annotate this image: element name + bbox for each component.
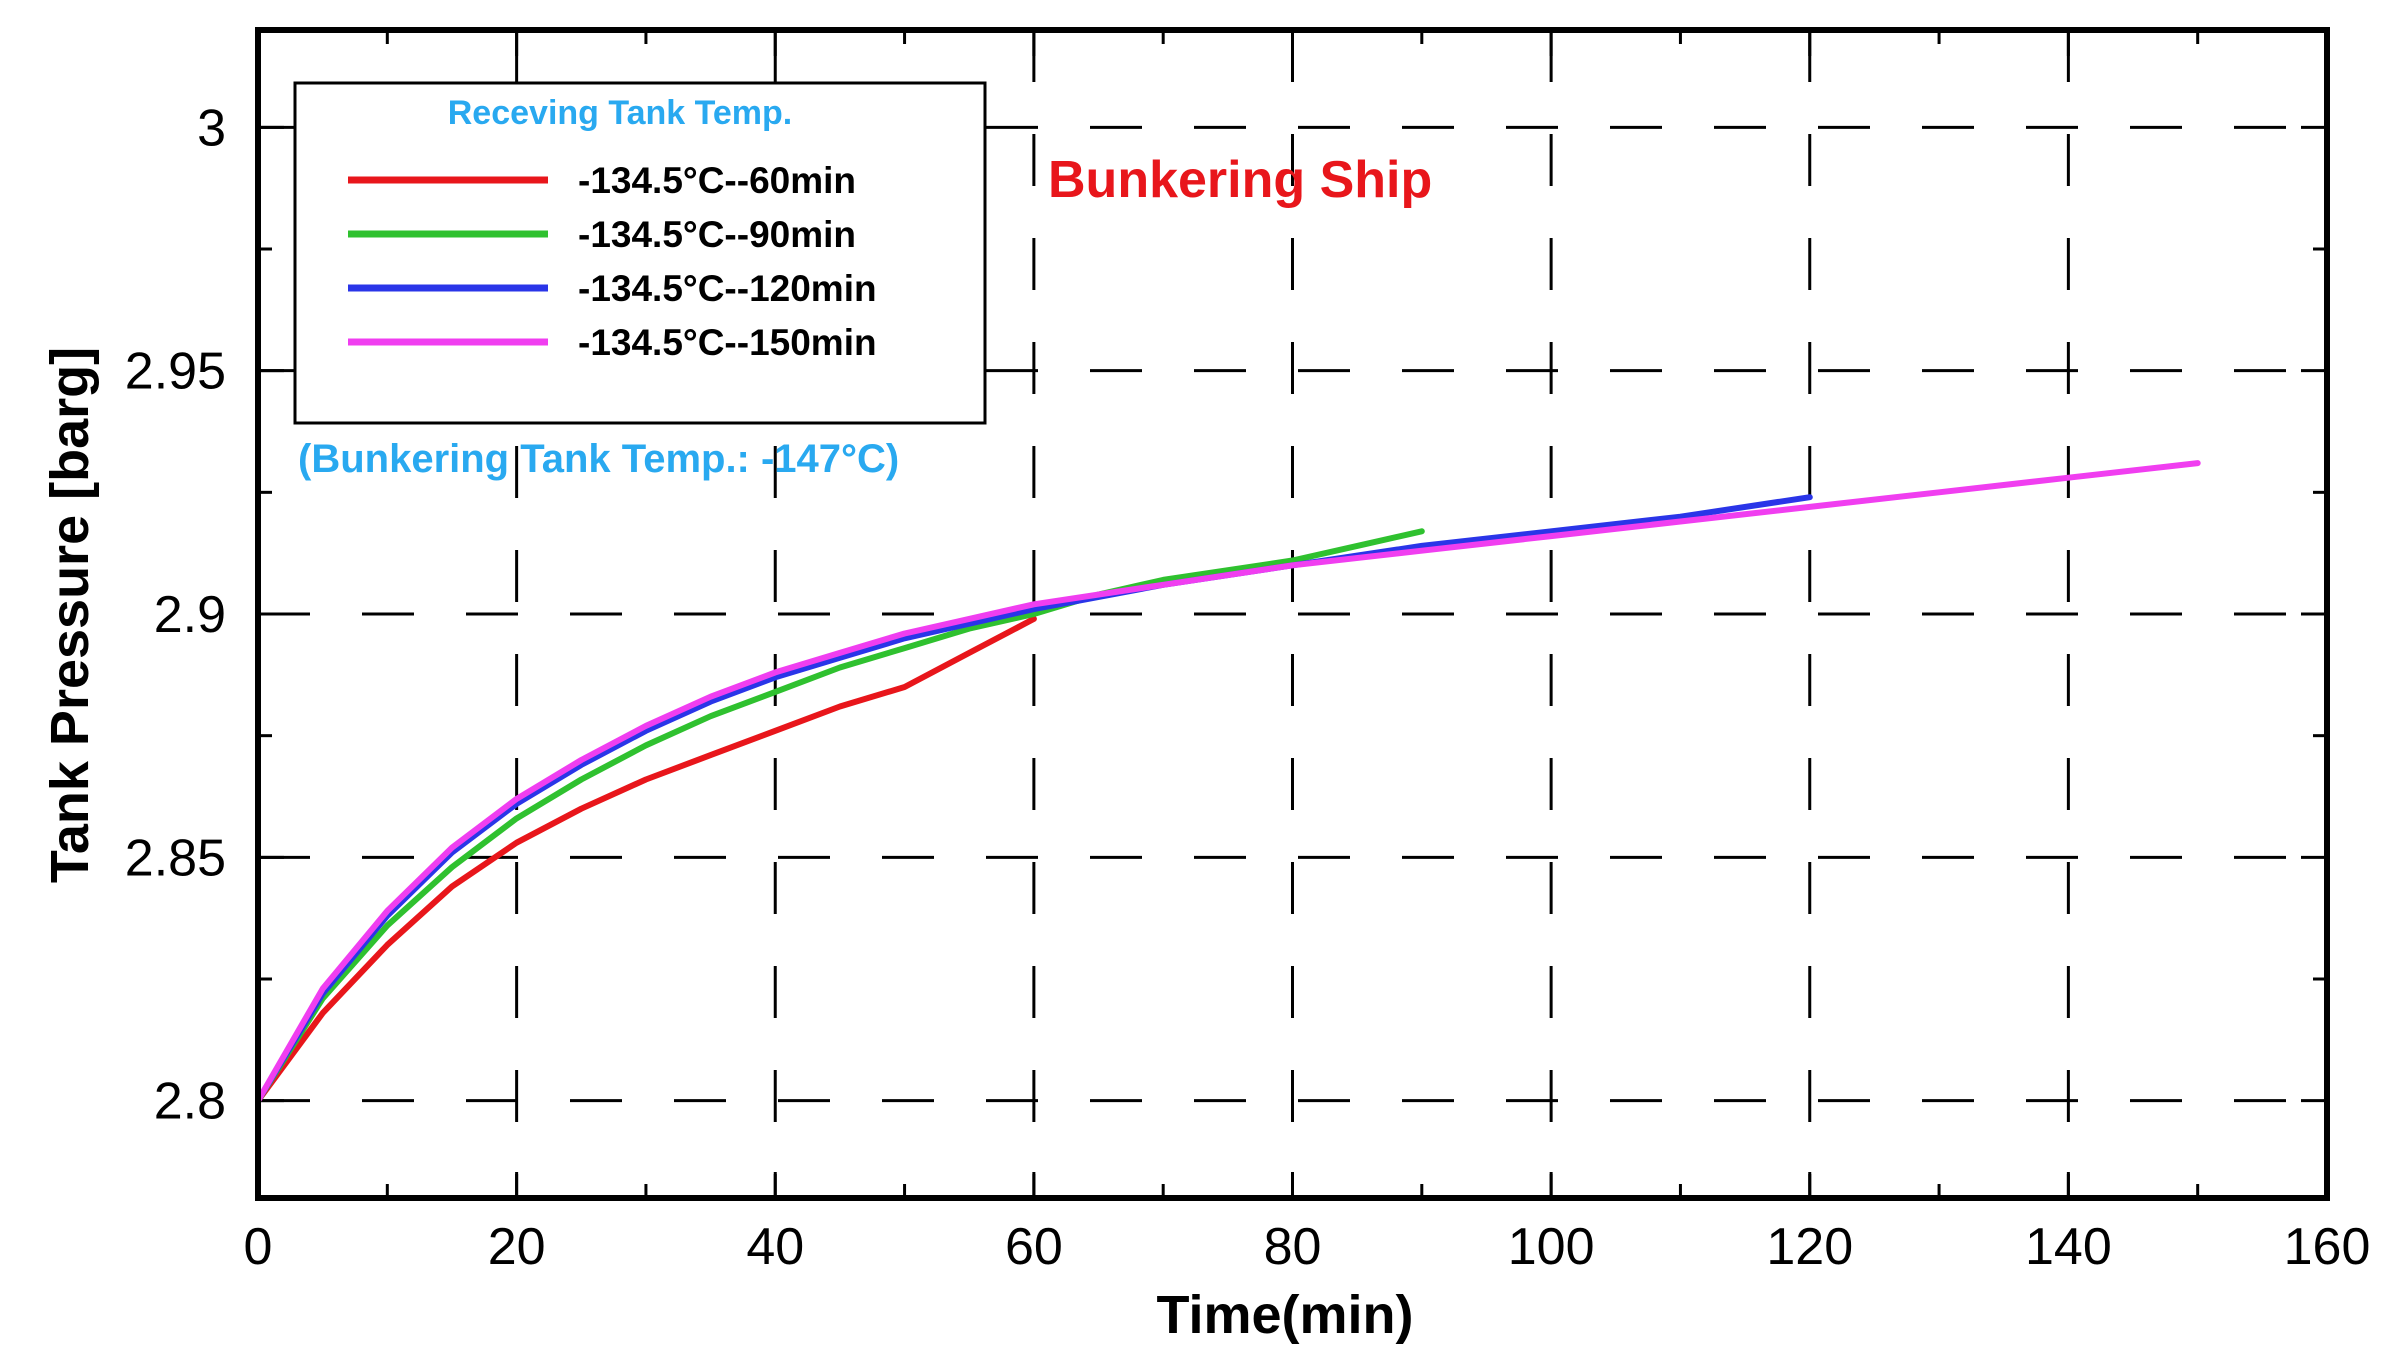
series-line-1	[255, 615, 1037, 1104]
series-line-4	[255, 460, 2201, 1104]
y-tick-label: 2.95	[125, 343, 226, 401]
y-tick-label: 2.8	[154, 1073, 226, 1131]
x-tick-label: 0	[244, 1218, 273, 1276]
legend-entries: -134.5°C--60min -134.5°C--90min -134.5°C--…	[348, 160, 877, 363]
x-tick-label: 60	[1005, 1218, 1063, 1276]
legend: Receving Tank Temp. -134.5°C--60min-134.…	[293, 81, 987, 425]
x-tick-label: 80	[1264, 1218, 1322, 1276]
plot-frame	[255, 27, 2330, 1201]
y-tick-labels: 2.8 2.85 2.9 2.95 3	[125, 99, 226, 1130]
series-line-3	[255, 494, 1813, 1104]
x-tick-label: 120	[1766, 1218, 1853, 1276]
legend-label-4: -134.5°C--150min	[578, 322, 877, 363]
legend-note: (Bunkering Tank Temp.: -147°C)	[298, 437, 899, 481]
series-lines	[255, 460, 2201, 1104]
y-tick-label: 3	[197, 99, 226, 157]
y-tick-label: 2.85	[125, 829, 226, 887]
minor-ticks	[256, 30, 2329, 1198]
legend-box	[293, 81, 987, 425]
x-tick-label: 20	[488, 1218, 546, 1276]
legend-label-1: -134.5°C--60min	[578, 160, 856, 201]
x-tick-label: 160	[2284, 1218, 2371, 1276]
legend-label-2: -134.5°C--90min	[578, 214, 856, 255]
legend-title: Receving Tank Temp.	[448, 94, 793, 132]
y-tick-label: 2.9	[154, 586, 226, 644]
legend-label-3: -134.5°C--120min	[578, 268, 877, 309]
annotation-bunkering-ship: Bunkering Ship	[1048, 151, 1432, 209]
y-axis-title: Tank Pressure [barg]	[40, 347, 100, 883]
x-tick-labels: 0 20 40 60 80 100 120 140 160	[244, 1218, 2371, 1276]
series-line-2	[255, 528, 1425, 1104]
x-tick-label: 40	[746, 1218, 804, 1276]
x-tick-label: 140	[2025, 1218, 2112, 1276]
x-tick-label: 100	[1508, 1218, 1595, 1276]
x-axis-title: Time(min)	[1156, 1285, 1413, 1345]
